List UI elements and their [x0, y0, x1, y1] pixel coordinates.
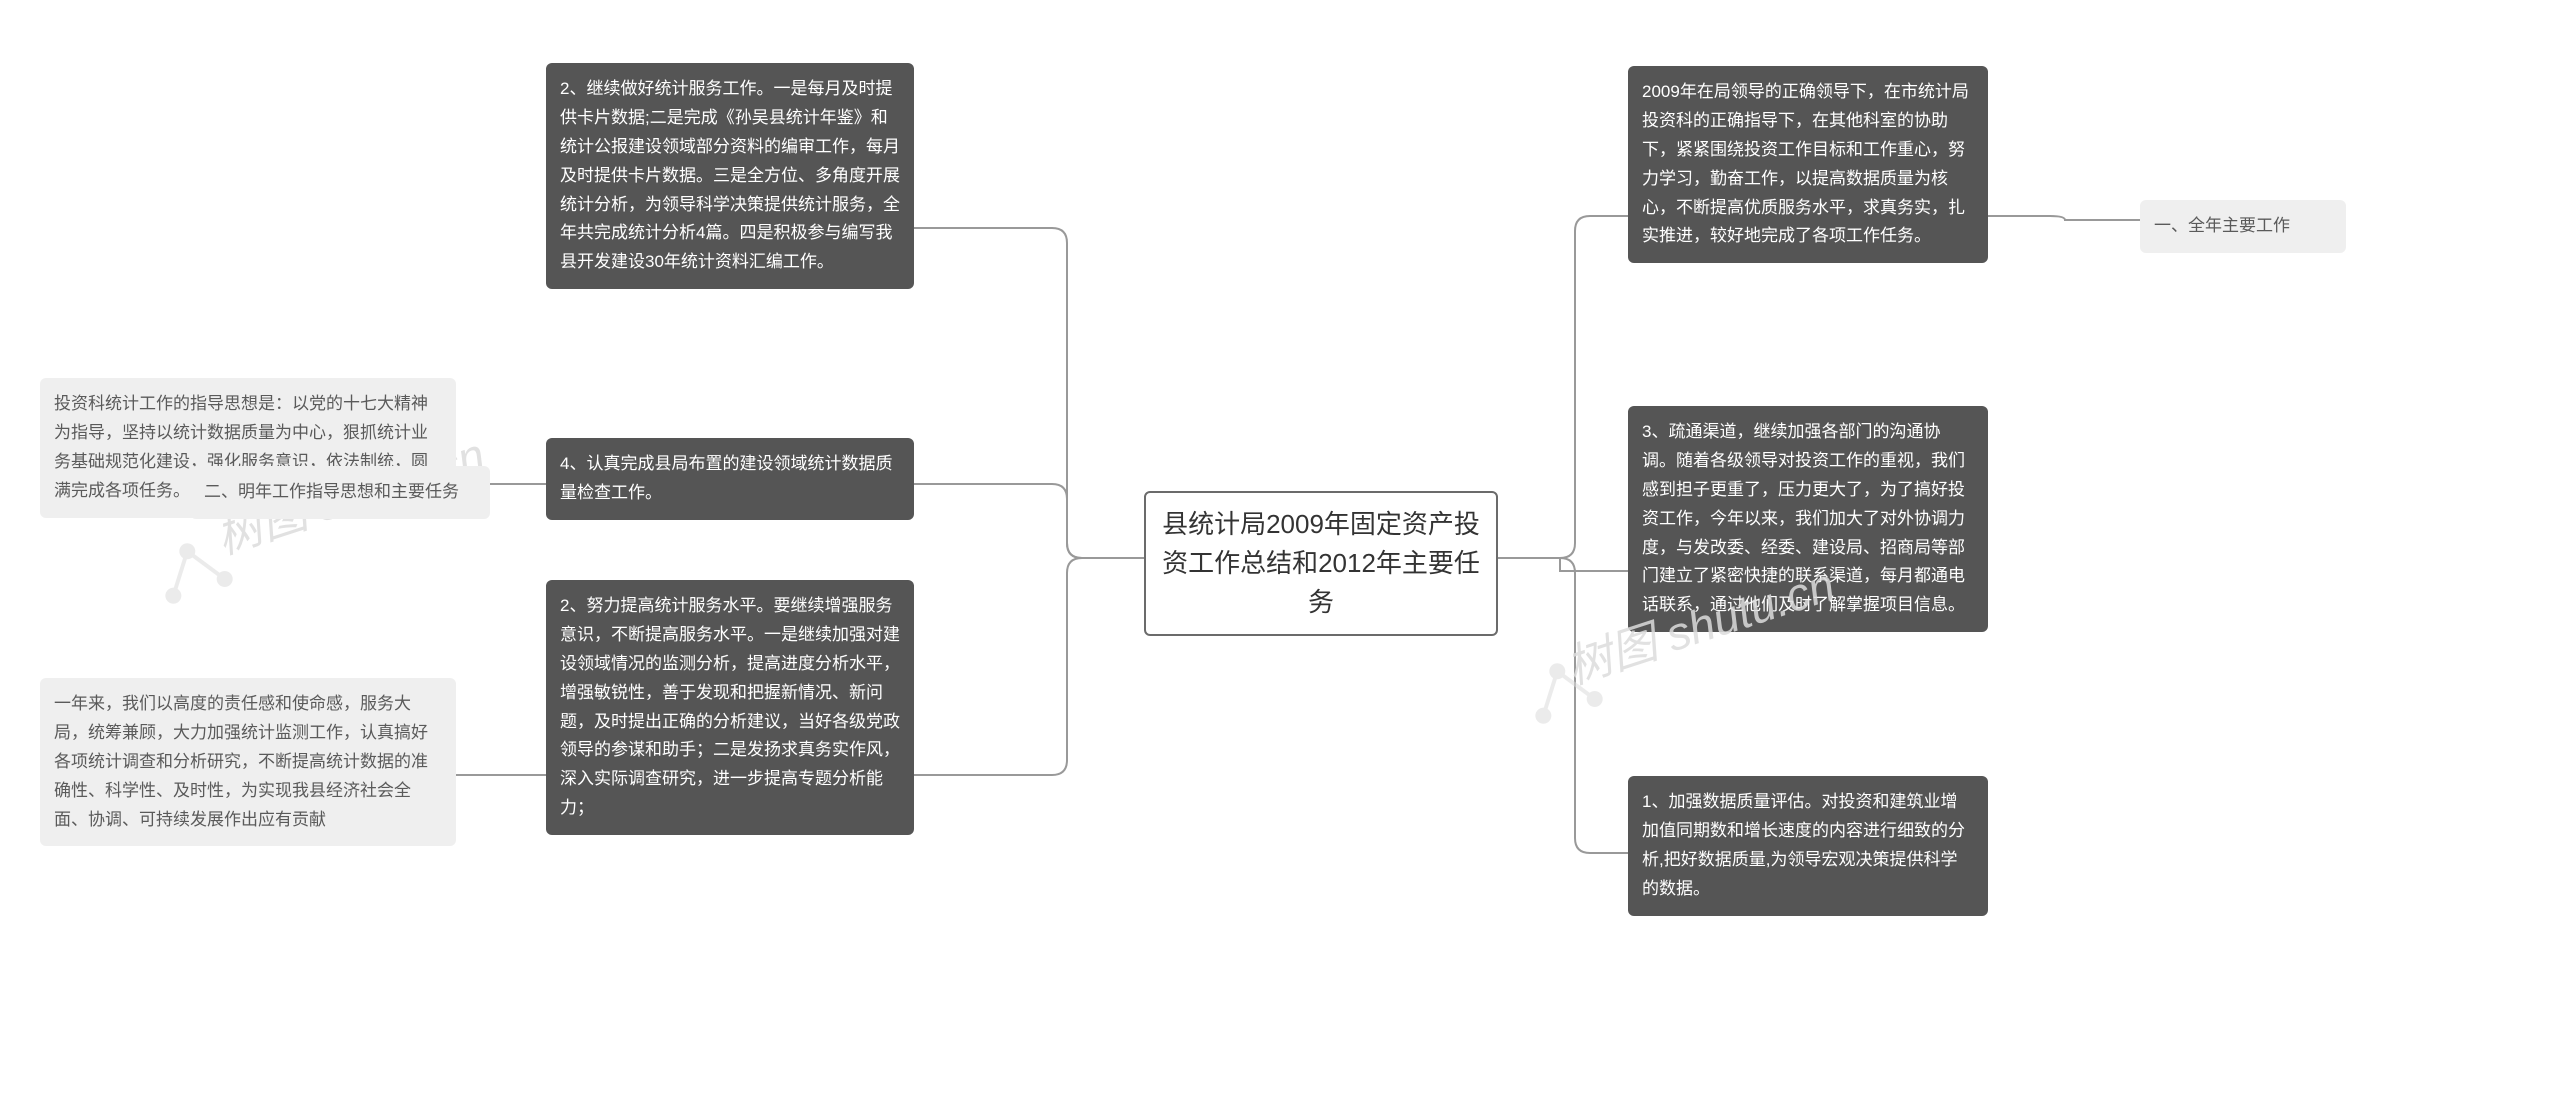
node-right-1[interactable]: 2009年在局领导的正确领导下，在市统计局投资科的正确指导下，在其他科室的协助下…	[1628, 66, 1988, 263]
node-text: 2009年在局领导的正确领导下，在市统计局投资科的正确指导下，在其他科室的协助下…	[1642, 82, 1969, 245]
node-right-3[interactable]: 1、加强数据质量评估。对投资和建筑业增加值同期数和增长速度的内容进行细致的分析,…	[1628, 776, 1988, 916]
node-text: 一年来，我们以高度的责任感和使命感，服务大局，统筹兼顾，大力加强统计监测工作，认…	[54, 694, 428, 829]
node-left-2[interactable]: 4、认真完成县局布置的建设领域统计数据质量检查工作。	[546, 438, 914, 520]
node-left-3-child[interactable]: 一年来，我们以高度的责任感和使命感，服务大局，统筹兼顾，大力加强统计监测工作，认…	[40, 678, 456, 846]
node-text: 2、继续做好统计服务工作。一是每月及时提供卡片数据;二是完成《孙吴县统计年鉴》和…	[560, 79, 900, 271]
node-text: 一、全年主要工作	[2154, 216, 2290, 235]
node-text: 4、认真完成县局布置的建设领域统计数据质量检查工作。	[560, 454, 892, 502]
center-text: 县统计局2009年固定资产投资工作总结和2012年主要任务	[1162, 509, 1480, 617]
node-left-3[interactable]: 2、努力提高统计服务水平。要继续增强服务意识，不断提高服务水平。一是继续加强对建…	[546, 580, 914, 835]
node-text: 2、努力提高统计服务水平。要继续增强服务意识，不断提高服务水平。一是继续加强对建…	[560, 596, 900, 817]
center-node[interactable]: 县统计局2009年固定资产投资工作总结和2012年主要任务	[1144, 491, 1498, 636]
node-right-2[interactable]: 3、疏通渠道，继续加强各部门的沟通协调。随着各级领导对投资工作的重视，我们感到担…	[1628, 406, 1988, 632]
node-left-2-child[interactable]: 二、明年工作指导思想和主要任务	[190, 466, 490, 519]
watermark-logo-icon	[1508, 638, 1621, 751]
node-text: 二、明年工作指导思想和主要任务	[204, 482, 459, 501]
watermark-logo-icon	[138, 518, 251, 631]
node-text: 1、加强数据质量评估。对投资和建筑业增加值同期数和增长速度的内容进行细致的分析,…	[1642, 792, 1965, 898]
node-text: 3、疏通渠道，继续加强各部门的沟通协调。随着各级领导对投资工作的重视，我们感到担…	[1642, 422, 1965, 614]
node-left-1[interactable]: 2、继续做好统计服务工作。一是每月及时提供卡片数据;二是完成《孙吴县统计年鉴》和…	[546, 63, 914, 289]
node-right-1-child[interactable]: 一、全年主要工作	[2140, 200, 2346, 253]
